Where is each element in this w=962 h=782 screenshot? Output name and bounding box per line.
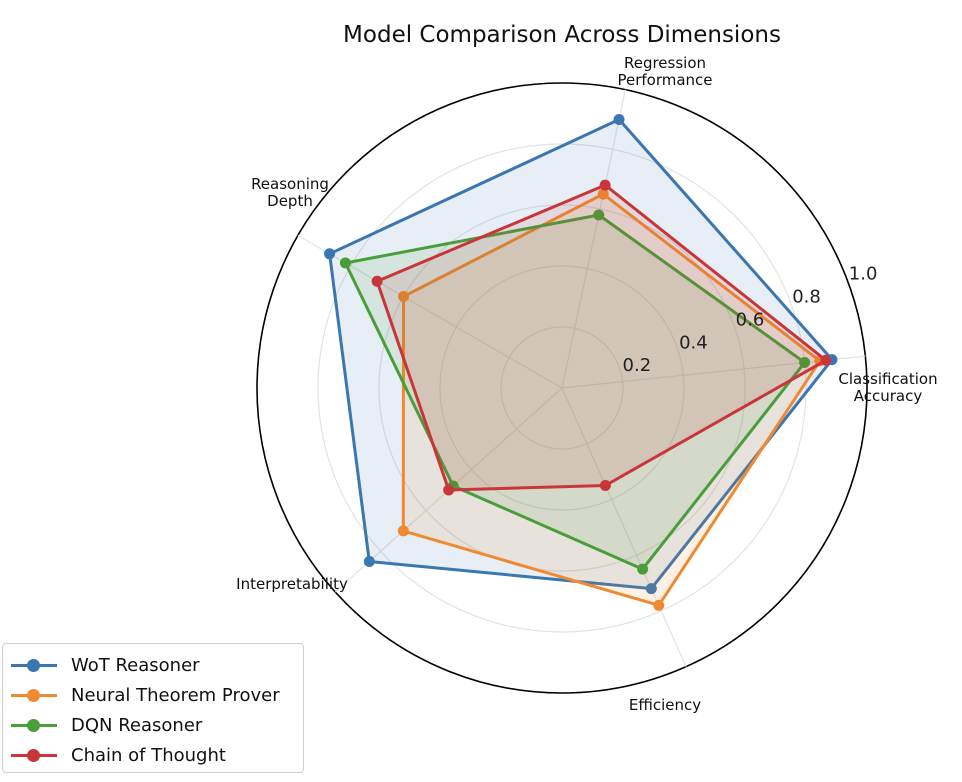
legend-item: WoT Reasoner [3, 650, 303, 680]
radial-tick-label: 0.8 [792, 287, 821, 308]
data-point [599, 480, 611, 492]
data-point [397, 525, 409, 537]
data-point [339, 257, 351, 269]
legend-label: Chain of Thought [71, 744, 226, 766]
legend-item: Neural Theorem Prover [3, 680, 303, 710]
series-area [345, 215, 805, 570]
radial-tick-label: 0.4 [679, 332, 708, 353]
data-point [324, 248, 336, 260]
axis-label: Regression Performance [617, 54, 712, 89]
axis-label: Efficiency [629, 696, 701, 714]
grid-spoke [561, 387, 687, 667]
axis-label: Reasoning Depth [251, 175, 329, 210]
data-point [443, 484, 455, 496]
legend: WoT Reasoner Neural Theorem Prover DQN Rea… [2, 643, 304, 773]
data-point [820, 354, 832, 366]
series-area [377, 185, 826, 490]
outer-frame [256, 82, 868, 694]
series-line [328, 118, 834, 591]
series-line [375, 183, 828, 492]
axis-label: Classification Accuracy [838, 370, 937, 405]
grid-circle [317, 143, 807, 633]
data-point [593, 209, 605, 221]
legend-label: WoT Reasoner [71, 654, 200, 676]
series-area [329, 119, 832, 589]
data-point [653, 599, 665, 611]
data-point [398, 291, 410, 302]
legend-swatch [11, 715, 57, 735]
series-line [343, 213, 807, 571]
legend-swatch [11, 745, 57, 765]
radial-tick-label: 1.0 [849, 264, 878, 285]
legend-item: Chain of Thought [3, 740, 303, 770]
legend-label: DQN Reasoner [71, 714, 203, 736]
grid-spoke [561, 89, 626, 389]
grid-circle [439, 265, 685, 511]
data-point [613, 113, 625, 125]
data-point [645, 583, 657, 595]
legend-swatch [11, 685, 57, 705]
legend-swatch [11, 655, 57, 675]
grid-circle [500, 326, 624, 450]
label-layer: 0.2 0.4 0.6 0.8 1.0 Classification Accuracy Reg… [236, 54, 937, 714]
data-point [363, 555, 375, 567]
chart-title: Model Comparison Across Dimensions [343, 22, 781, 48]
legend-label: Neural Theorem Prover [71, 684, 280, 706]
data-point [637, 563, 649, 575]
radial-tick-label: 0.6 [736, 309, 765, 330]
grid-circle [378, 204, 746, 572]
data-point [597, 188, 609, 200]
axis-label: Interpretability [236, 575, 348, 593]
series-layer [324, 113, 838, 611]
data-point [599, 179, 611, 191]
data-point [799, 356, 811, 368]
series-line [401, 192, 822, 607]
radial-tick-label: 0.2 [623, 355, 652, 376]
legend-item: DQN Reasoner [3, 710, 303, 740]
data-point [371, 275, 383, 287]
